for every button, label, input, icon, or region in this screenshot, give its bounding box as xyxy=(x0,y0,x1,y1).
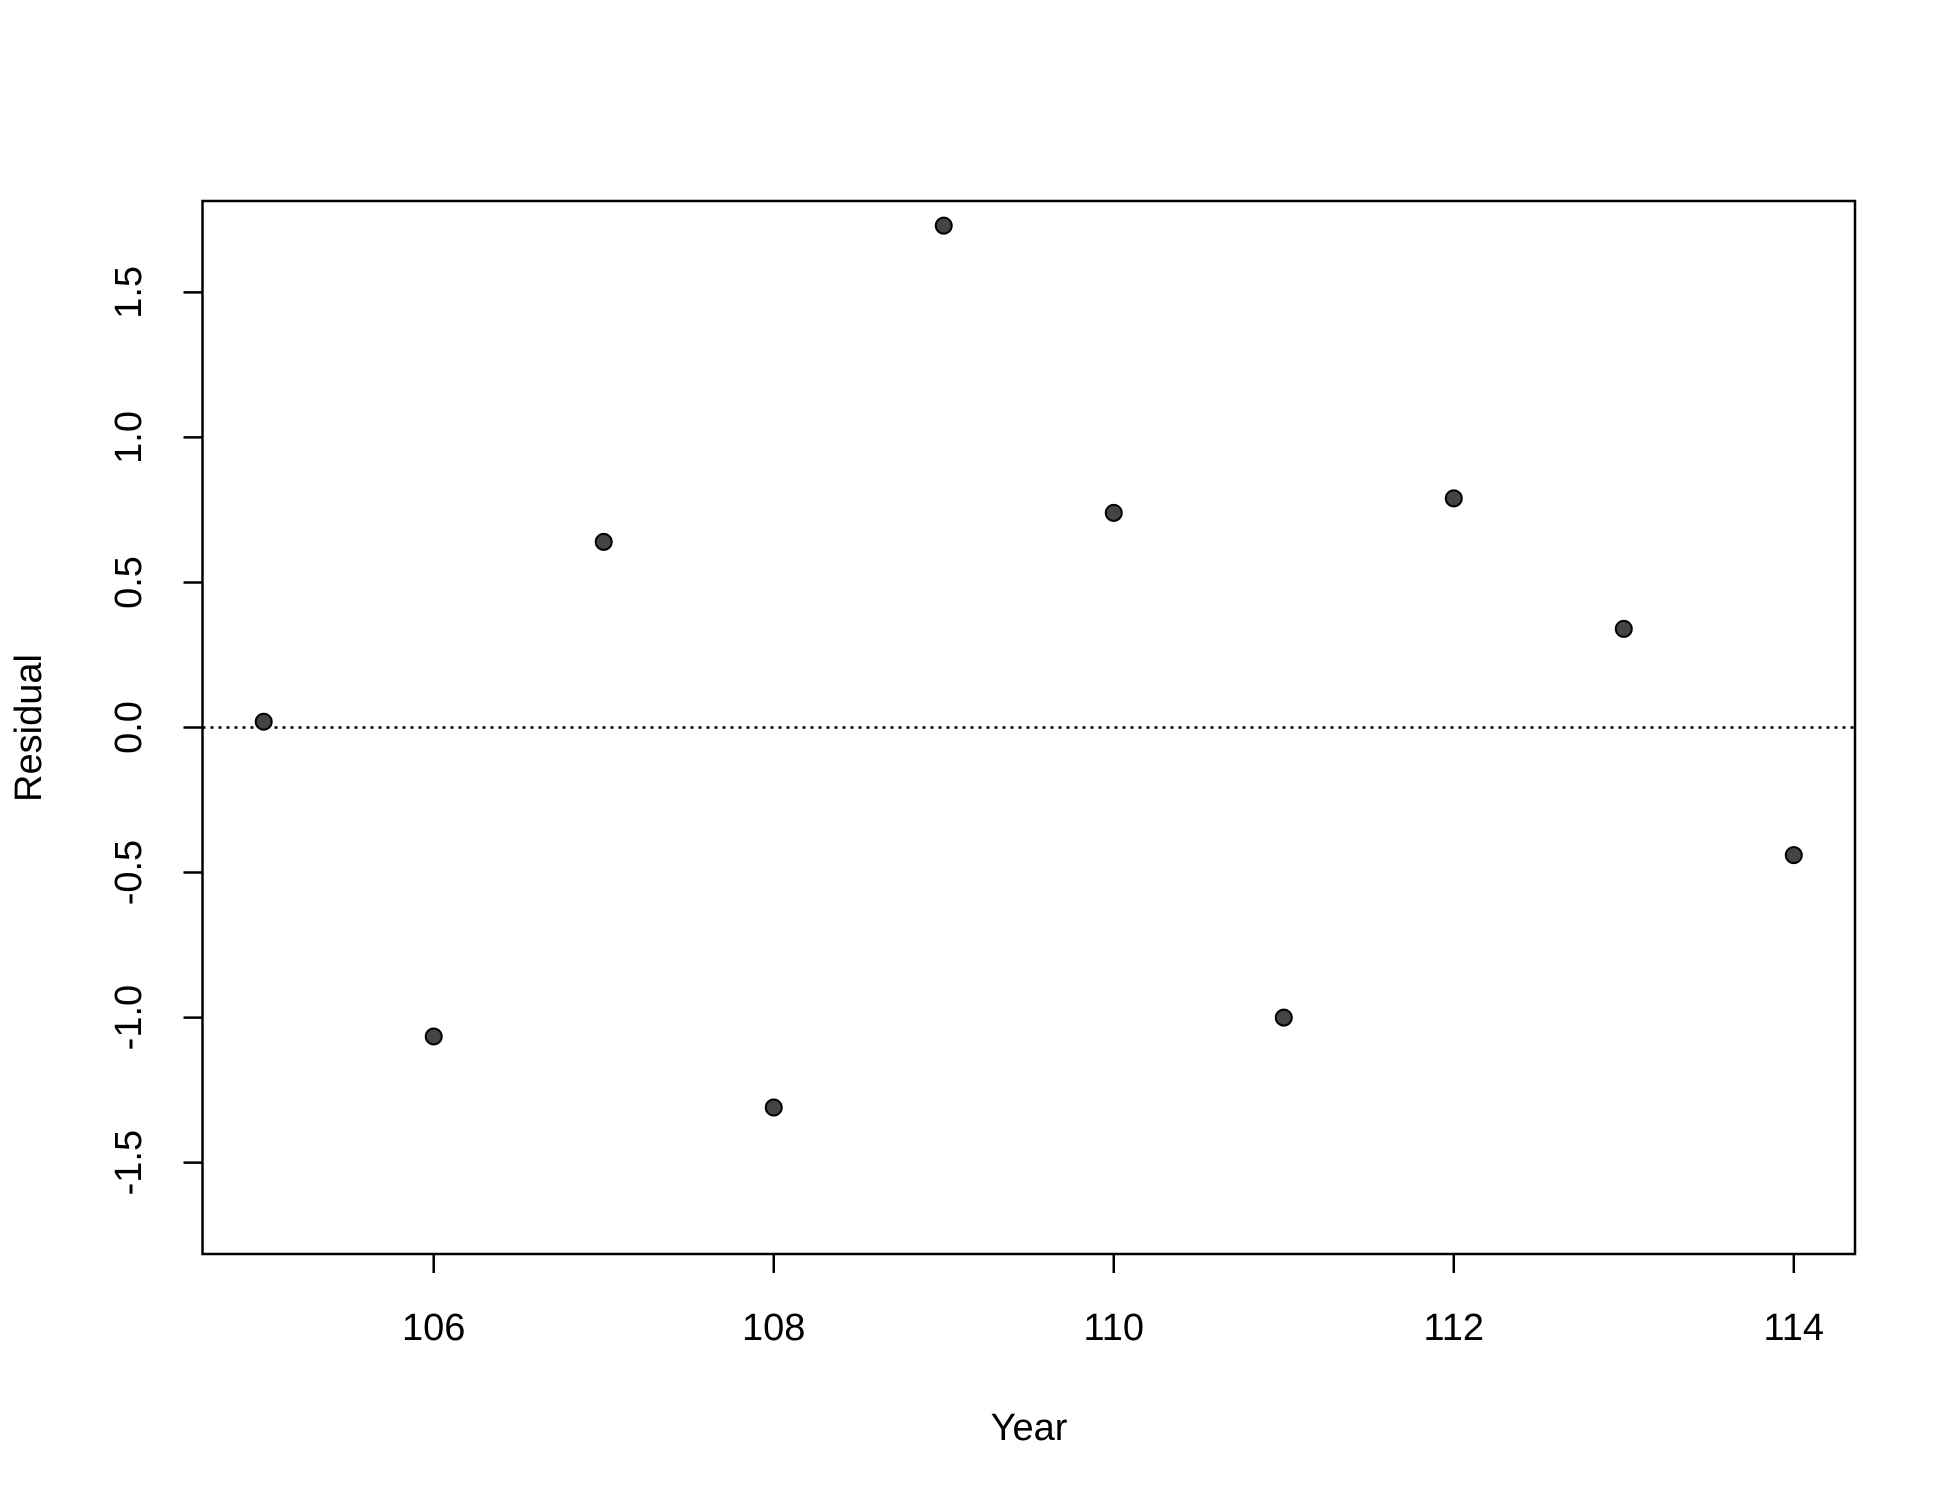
point xyxy=(1274,1008,1293,1027)
y-tick-label: -0.5 xyxy=(108,840,150,905)
point xyxy=(424,1027,443,1046)
y-tick-label: 1.0 xyxy=(108,411,150,464)
y-tick-label: 0.0 xyxy=(108,701,150,754)
point xyxy=(594,532,613,551)
y-tick-label: -1.0 xyxy=(108,985,150,1050)
y-tick-label: -1.5 xyxy=(108,1130,150,1195)
x-tick-label: 112 xyxy=(1423,1307,1484,1349)
x-tick-label: 106 xyxy=(402,1307,465,1349)
point xyxy=(934,216,953,235)
y-tick-label: 0.5 xyxy=(108,556,150,609)
point xyxy=(1444,489,1463,508)
point xyxy=(764,1098,783,1117)
point xyxy=(1104,503,1123,522)
y-axis-title: Residual xyxy=(8,654,50,802)
x-tick-label: 110 xyxy=(1083,1307,1144,1349)
y-tick-label: 1.5 xyxy=(108,266,150,319)
point xyxy=(254,712,273,731)
x-tick-label: 108 xyxy=(742,1307,805,1349)
x-axis-title: Year xyxy=(991,1407,1068,1449)
x-tick-label: 114 xyxy=(1763,1307,1824,1349)
point xyxy=(1784,846,1803,865)
point xyxy=(1614,619,1633,638)
